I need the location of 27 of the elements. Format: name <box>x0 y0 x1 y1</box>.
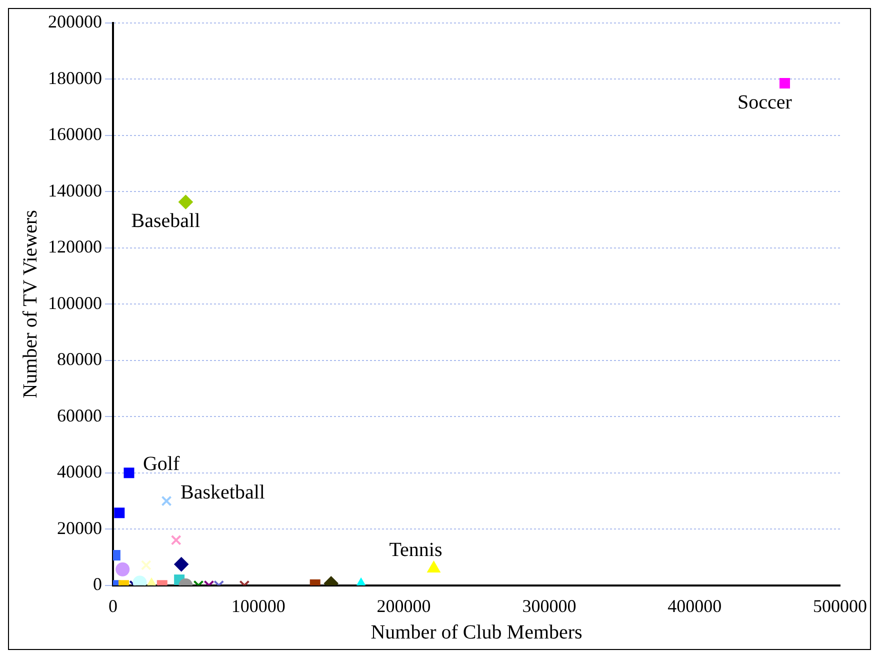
y-tick-label: 140000 <box>48 180 102 200</box>
x-tick-label: 200000 <box>376 596 431 616</box>
x-tick-label: 100000 <box>231 596 286 616</box>
y-tick-label: 80000 <box>57 349 102 370</box>
x-tick-label: 500000 <box>813 596 867 616</box>
annotation: Basketball <box>180 481 266 504</box>
x-axis-title: Number of Club Members <box>370 621 583 644</box>
y-tick-label: 200000 <box>48 12 102 32</box>
y-axis-title: Number of TV Viewers <box>19 210 42 398</box>
y-tick-label: 0 <box>93 574 102 594</box>
y-tick-label: 120000 <box>48 236 102 257</box>
y-tick-label: 20000 <box>57 518 102 538</box>
x-tick-label: 300000 <box>522 596 576 616</box>
annotation: Soccer <box>738 92 792 114</box>
point <box>428 562 440 573</box>
x-tick-label: 0 <box>108 596 118 616</box>
y-tick-label: 60000 <box>57 405 102 426</box>
y-tick-label: 160000 <box>48 124 102 144</box>
annotation: Baseball <box>131 210 201 232</box>
y-tick-label: 100000 <box>48 292 102 313</box>
y-tick-label: 40000 <box>57 462 102 482</box>
point <box>178 194 193 209</box>
point <box>780 78 790 89</box>
y-tick-label: 180000 <box>48 68 102 88</box>
annotation: Golf <box>142 453 180 476</box>
annotation: Tennis <box>389 538 442 561</box>
x-tick-label: 400000 <box>668 596 722 616</box>
